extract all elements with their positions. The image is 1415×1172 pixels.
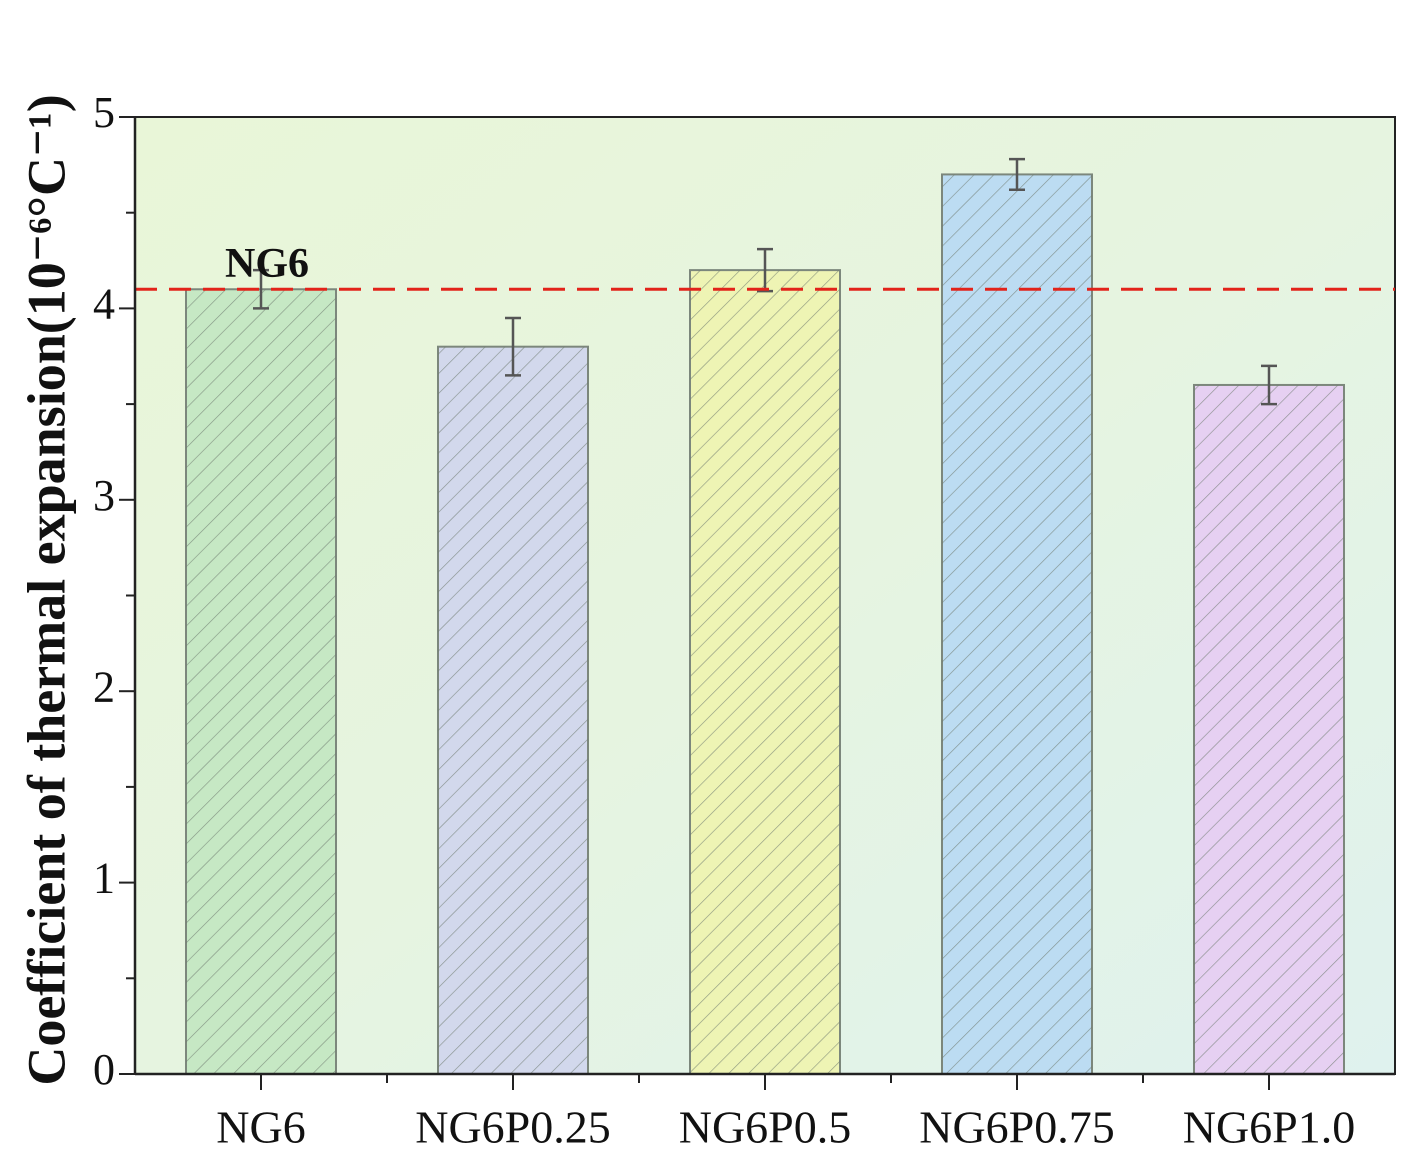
- error-bar: [505, 316, 521, 377]
- reference-label: NG6: [225, 241, 309, 287]
- error-bar: [253, 268, 269, 310]
- x-tick-label: NG6: [216, 1102, 305, 1153]
- bar-hatch: [690, 270, 840, 1074]
- bar-hatch: [1194, 384, 1344, 1075]
- y-tick-label: 2: [93, 662, 115, 711]
- error-bar: [757, 247, 773, 293]
- y-tick-label: 1: [93, 854, 115, 903]
- y-axis-label: Coefficient of thermal expansion(10⁻⁶°C⁻…: [16, 94, 76, 1085]
- y-tick-label: 4: [93, 279, 115, 328]
- error-bar: [1261, 364, 1277, 406]
- x-tick-label: NG6P0.75: [919, 1102, 1115, 1153]
- x-tick-label: NG6P0.25: [415, 1102, 611, 1153]
- y-tick-label: 3: [93, 471, 115, 520]
- x-tick-label: NG6P0.5: [679, 1102, 852, 1153]
- bar-hatch: [186, 289, 336, 1074]
- error-bar: [1009, 157, 1025, 191]
- y-tick-label: 0: [93, 1045, 115, 1094]
- bar-hatch: [942, 174, 1092, 1075]
- bar-hatch: [438, 346, 588, 1074]
- y-tick-label: 5: [93, 88, 115, 137]
- x-tick-label: NG6P1.0: [1183, 1102, 1356, 1153]
